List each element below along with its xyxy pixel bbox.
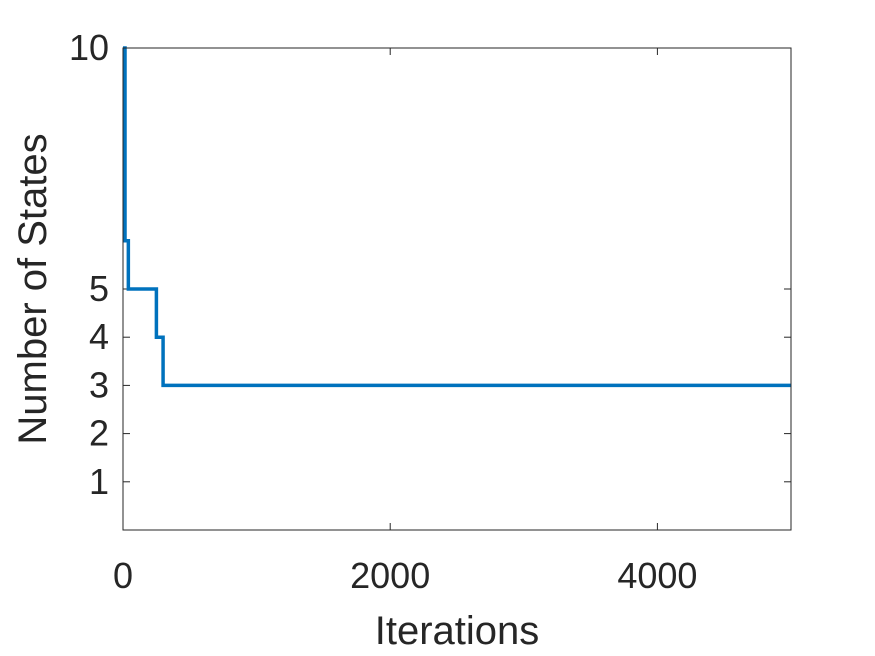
x-axis-label: Iterations (375, 609, 540, 653)
series-group (123, 46, 791, 388)
y-tick-label: 10 (69, 27, 109, 68)
x-tick-labels: 0 2000 4000 (113, 555, 697, 596)
plot-background (123, 48, 791, 530)
y-tick-labels: 1 2 3 4 5 10 (69, 27, 109, 502)
series-line (123, 46, 791, 388)
x-tick-label: 4000 (617, 555, 697, 596)
y-tick-label: 3 (89, 364, 109, 405)
x-tick-label: 0 (113, 555, 133, 596)
y-tick-label: 5 (89, 268, 109, 309)
y-tick-label: 4 (89, 316, 109, 357)
plot-frame (122, 47, 792, 531)
y-axis-label: Number of States (11, 133, 55, 444)
x-tick-label: 2000 (350, 555, 430, 596)
y-tick-label: 1 (89, 461, 109, 502)
y-tick-label: 2 (89, 413, 109, 454)
